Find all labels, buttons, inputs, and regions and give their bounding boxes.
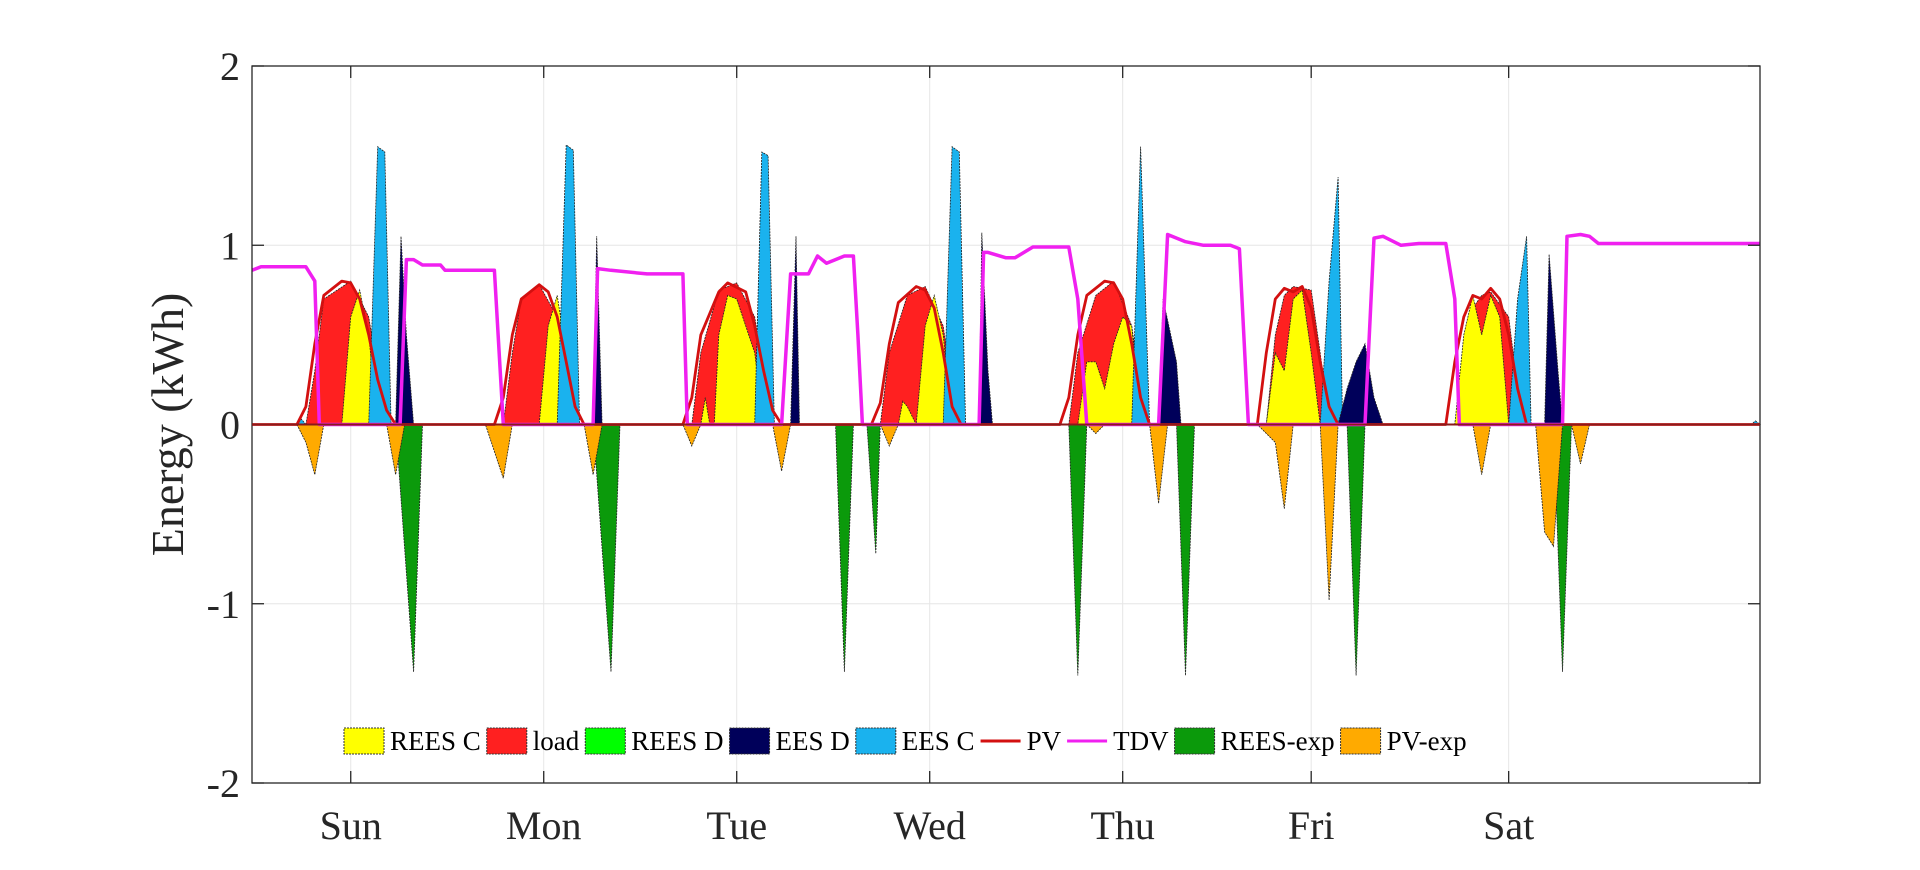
- legend-swatch-ees-c: [855, 727, 897, 755]
- x-tick-label-sat: Sat: [1483, 803, 1534, 848]
- legend-swatch-rees-exp: [1174, 727, 1216, 755]
- legend-swatch-rees-c: [343, 727, 385, 755]
- y-tick-label: -2: [207, 761, 240, 806]
- legend-swatch-rees-d: [584, 727, 626, 755]
- legend: REES C load REES D EES D EES C PV TDV REES-exp P…: [343, 726, 1467, 756]
- x-tick-label-thu: Thu: [1090, 803, 1154, 848]
- legend-label-ees-d: EES D: [776, 726, 850, 756]
- legend-label-rees-c: REES C: [390, 726, 481, 756]
- legend-label-load: load: [533, 726, 580, 756]
- legend-swatch-load: [486, 727, 528, 755]
- legend-swatch-ees-d: [729, 727, 771, 755]
- legend-label-rees-exp: REES-exp: [1221, 726, 1335, 756]
- legend-label-ees-c: EES C: [902, 726, 975, 756]
- x-tick-label-tue: Tue: [706, 803, 767, 848]
- legend-label-tdv: TDV: [1113, 726, 1169, 756]
- legend-label-pv: PV: [1027, 726, 1062, 756]
- tick-labels: -2 -1 0 1 2 Sun Mon Tue Wed Thu Fri Sat: [207, 44, 1535, 848]
- x-tick-label-mon: Mon: [506, 803, 582, 848]
- x-tick-label-wed: Wed: [894, 803, 966, 848]
- x-tick-label-fri: Fri: [1288, 803, 1335, 848]
- y-tick-label: -1: [207, 582, 240, 627]
- x-tick-label-sun: Sun: [320, 803, 382, 848]
- axes-frame: [251, 65, 1761, 784]
- y-tick-label: 2: [220, 44, 240, 89]
- legend-swatch-pv-exp: [1340, 727, 1382, 755]
- legend-label-pv-exp: PV-exp: [1387, 726, 1467, 756]
- legend-label-rees-d: REES D: [631, 726, 723, 756]
- y-tick-label: 1: [220, 223, 240, 268]
- y-axis-label: Energy (kWh): [142, 293, 193, 557]
- y-tick-label: 0: [220, 403, 240, 448]
